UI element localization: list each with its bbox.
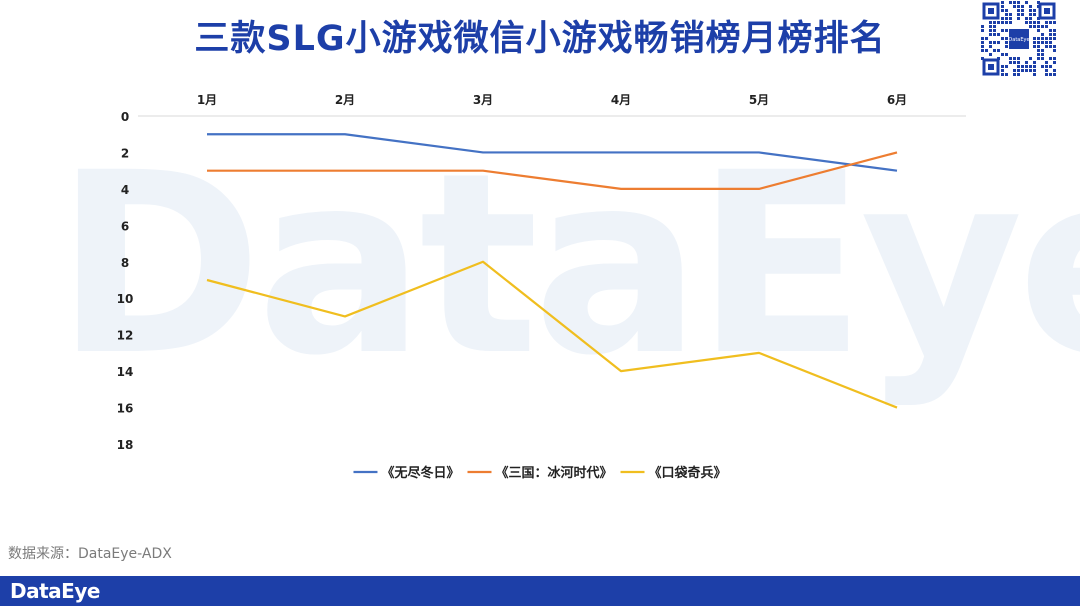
qr-code: DataEye	[981, 1, 1057, 77]
legend-item: 《无尽冬日》	[353, 465, 459, 481]
y-tick-label: 12	[117, 329, 134, 343]
series-line	[207, 133, 898, 172]
legend-item: 《口袋奇兵》	[620, 465, 727, 481]
x-tick-label: 6月	[887, 93, 907, 107]
y-tick-label: 16	[117, 402, 134, 416]
legend-label: 《口袋奇兵》	[649, 465, 727, 481]
y-tick-label: 18	[117, 438, 134, 452]
footer-bar: DataEye	[0, 576, 1080, 606]
series-line	[207, 151, 898, 190]
footer-logo: DataEye	[10, 579, 100, 603]
x-tick-label: 3月	[473, 93, 493, 107]
legend-label: 《无尽冬日》	[381, 465, 459, 481]
y-tick-label: 10	[117, 292, 134, 306]
qr-center-label: DataEye	[1008, 37, 1029, 43]
y-tick-label: 6	[121, 219, 129, 233]
x-tick-label: 4月	[611, 93, 631, 107]
y-tick-label: 4	[121, 183, 129, 197]
legend-label: 《三国：冰河时代》	[495, 465, 612, 481]
y-tick-label: 14	[117, 365, 134, 379]
y-tick-label: 8	[121, 256, 129, 270]
x-tick-label: 5月	[749, 93, 769, 107]
y-tick-label: 0	[121, 110, 129, 124]
y-tick-label: 2	[121, 146, 129, 160]
page-title: 三款SLG小游戏微信小游戏畅销榜月榜排名	[194, 19, 886, 59]
x-tick-label: 2月	[335, 93, 355, 107]
legend-item: 《三国：冰河时代》	[467, 465, 613, 481]
data-source: 数据来源：DataEye-ADX	[8, 546, 172, 562]
x-tick-label: 1月	[197, 93, 217, 107]
series-line	[206, 260, 898, 409]
